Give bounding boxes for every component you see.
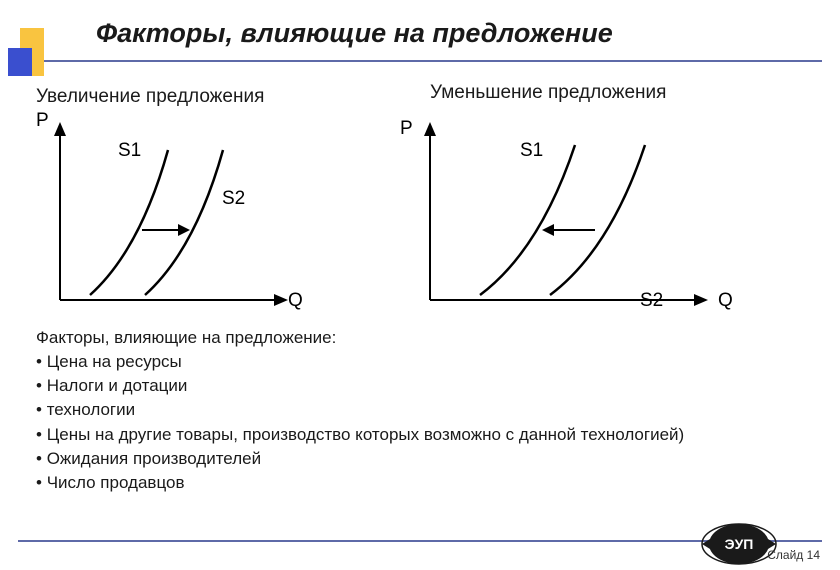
left-supply-chart	[50, 120, 300, 320]
right-y-axis-label: P	[400, 118, 413, 140]
right-curve-s1-label: S1	[520, 140, 543, 162]
left-chart-heading: Увеличение предложения	[36, 86, 264, 108]
factors-list: Факторы, влияющие на предложение: • Цена…	[36, 326, 684, 495]
right-chart-heading: Уменьшение предложения	[430, 82, 666, 104]
factor-item: • Число продавцов	[36, 471, 684, 495]
svg-text:ЭУП: ЭУП	[725, 536, 754, 552]
factors-heading: Факторы, влияющие на предложение:	[36, 326, 684, 350]
factor-item: • Ожидания производителей	[36, 447, 684, 471]
right-curve-s2-label: S2	[640, 290, 663, 312]
left-y-axis-label: P	[36, 110, 49, 132]
right-x-axis-label: Q	[718, 290, 733, 312]
page-title: Факторы, влияющие на предложение	[96, 18, 613, 49]
title-rule	[44, 60, 822, 62]
factor-item: • Цена на ресурсы	[36, 350, 684, 374]
left-curve-s2-label: S2	[222, 188, 245, 210]
left-x-axis-label: Q	[288, 290, 303, 312]
factor-item: • технологии	[36, 398, 684, 422]
slide-number: Слайд 14	[767, 548, 820, 562]
left-curve-s1-label: S1	[118, 140, 141, 162]
right-supply-chart	[420, 120, 720, 320]
factor-item: • Налоги и дотации	[36, 374, 684, 398]
factor-item: • Цены на другие товары, производство ко…	[36, 423, 684, 447]
title-accent	[0, 28, 48, 76]
